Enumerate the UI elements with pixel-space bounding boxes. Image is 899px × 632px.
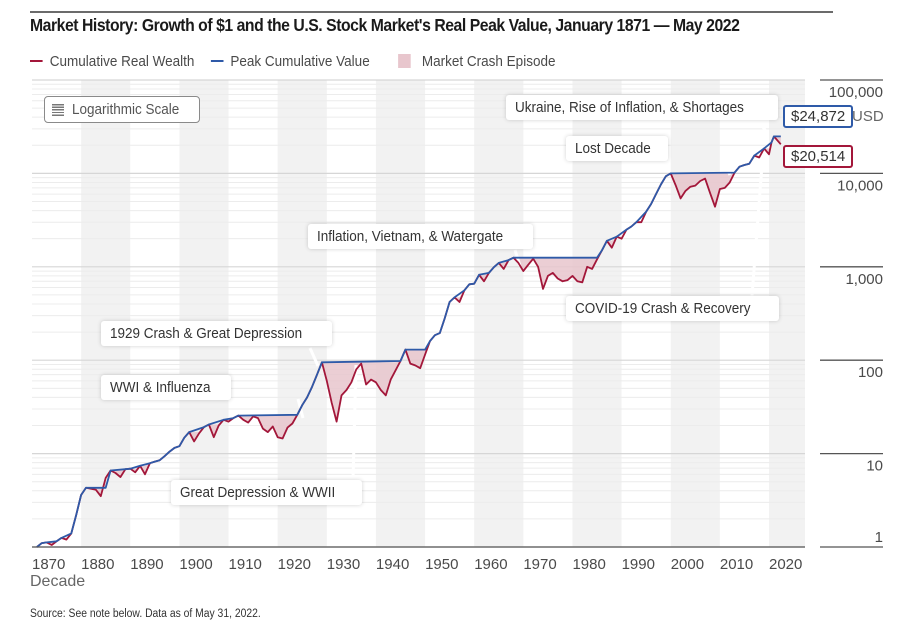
legend-label: Peak Cumulative Value: [230, 52, 370, 70]
decade-band: [277, 80, 327, 547]
crash-episode-area: [86, 477, 106, 497]
x-tick-label-1900: 1900: [179, 556, 212, 573]
x-tick-label-1940: 1940: [376, 556, 409, 573]
y-tick-label-100: 100: [858, 364, 883, 381]
annotation-lost-decade: Lost Decade: [566, 136, 669, 161]
decade-band: [474, 80, 524, 547]
legend-item-peak-cumulative-value: Peak Cumulative Value: [210, 52, 370, 70]
legend-swatch-pink-box: [398, 54, 412, 68]
crash-episode-area: [513, 250, 602, 289]
annotation-1929-crash: 1929 Crash & Great Depression: [101, 321, 333, 346]
annotation-covid-19: COVID-19 Crash & Recovery: [566, 296, 780, 321]
legend-label: Market Crash Episode: [421, 52, 556, 70]
x-tick-labels: 1870 1880 1890 1900 1910 1920 1930 1940 1950 1960…: [32, 556, 802, 573]
annotation-leader: [351, 364, 358, 481]
x-tick-label-1970: 1970: [523, 556, 556, 573]
crash-episode-fills: [46, 136, 781, 545]
x-tick-label-1990: 1990: [622, 556, 655, 573]
crash-episode-area: [110, 469, 126, 478]
current-value-callout: $20,514: [783, 145, 854, 168]
legend-swatch-blue-line: [210, 60, 224, 62]
logarithmic-scale-badge: Logarithmic Scale: [44, 96, 201, 123]
decade-band: [179, 80, 229, 547]
log-scale-label: Logarithmic Scale: [72, 101, 180, 118]
peak-value-callout: $24,872: [783, 105, 854, 128]
x-tick-label-1880: 1880: [81, 556, 114, 573]
x-tick-label-1920: 1920: [278, 556, 311, 573]
crash-episode-area: [321, 361, 401, 422]
crash-episode-area: [498, 260, 509, 269]
y-tick-label-10: 10: [866, 458, 883, 475]
annotation-inflation-vietnam-watergate: Inflation, Vietnam, & Watergate: [308, 224, 533, 249]
legend-item-market-crash-episode: Market Crash Episode: [386, 52, 556, 70]
x-tick-label-1870: 1870: [32, 556, 65, 573]
legend-item-cumulative-real-wealth: Cumulative Real Wealth: [30, 53, 194, 70]
y-tick-label-1: 1: [875, 529, 883, 546]
crash-episode-area: [238, 414, 298, 439]
annotation-leader: [756, 119, 769, 134]
decade-band: [375, 80, 426, 547]
annotation-leader: [750, 151, 765, 297]
x-tick-label-1980: 1980: [572, 556, 605, 573]
crash-episode-area: [606, 236, 617, 248]
x-tick-label-1890: 1890: [130, 556, 163, 573]
x-tick-label-1960: 1960: [474, 556, 507, 573]
x-tick-label-2020: 2020: [769, 556, 802, 573]
y-tick-label-100000: 100,000: [829, 84, 883, 101]
legend-swatch-red-line: [30, 60, 43, 62]
crash-episode-area: [405, 341, 430, 369]
chart-title: Market History: Growth of $1 and the U.S…: [30, 15, 740, 35]
x-tick-label-1930: 1930: [327, 556, 360, 573]
annotation-great-depression-wwii: Great Depression & WWII: [171, 480, 362, 505]
legend: Cumulative Real Wealth Peak Cumulative V…: [30, 51, 572, 71]
x-tick-label-2010: 2010: [720, 556, 753, 573]
y-tick-labels: 1 10 100 1,000 10,000 100,000: [829, 84, 883, 546]
x-tick-label-1950: 1950: [425, 556, 458, 573]
list-lines-icon: [52, 103, 64, 116]
source-note: Source: See note below. Data as of May 3…: [30, 608, 261, 620]
y-tick-label-10000: 10,000: [837, 177, 883, 194]
annotation-leader: [308, 347, 320, 367]
series-line-peak-cumulative-value: [36, 135, 781, 548]
crash-episode-area: [670, 172, 735, 207]
x-axis-title: Decade: [30, 573, 86, 590]
legend-label: Cumulative Real Wealth: [49, 52, 195, 70]
annotation-ukraine: Ukraine, Rise of Inflation, & Shortages: [506, 95, 779, 120]
annotation-wwi-influenza: WWI & Influenza: [101, 375, 231, 400]
top-rule: [30, 11, 833, 13]
x-tick-label-1910: 1910: [229, 556, 262, 573]
unit-label: USD: [852, 108, 884, 125]
y-tick-label-1000: 1,000: [845, 271, 883, 288]
x-tick-label-2000: 2000: [671, 556, 704, 573]
